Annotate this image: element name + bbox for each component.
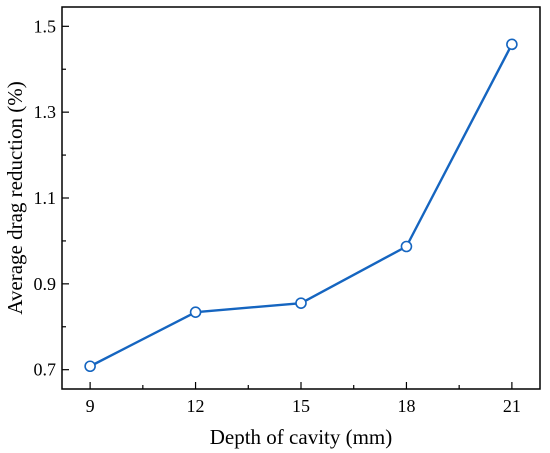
chart-axes	[61, 6, 541, 390]
data-point-marker	[84, 360, 96, 373]
series-line	[88, 43, 514, 368]
chart-ticks	[62, 25, 513, 389]
y-tick-label: 0.9	[34, 274, 57, 294]
y-tick-label: 0.7	[34, 360, 57, 380]
x-tick-label: 18	[397, 396, 415, 416]
data-point-marker	[506, 38, 518, 51]
data-point-marker	[400, 240, 413, 253]
data-point-marker	[189, 306, 202, 318]
chart-series	[84, 38, 518, 373]
chart-tick-labels: 9 12 15 18 21 0.7 0.9 1.1 1.3 1.5	[34, 16, 521, 416]
x-tick-label: 21	[503, 396, 521, 416]
plot-frame	[61, 6, 541, 390]
x-tick-label: 12	[187, 396, 205, 416]
y-axis-title: Average drag reduction (%)	[3, 81, 27, 314]
y-tick-label: 1.5	[34, 16, 57, 36]
y-tick-label: 1.3	[34, 102, 57, 122]
x-tick-label: 9	[86, 396, 95, 416]
data-point-marker	[295, 297, 307, 309]
y-tick-label: 1.1	[34, 188, 57, 208]
x-axis-title: Depth of cavity (mm)	[210, 425, 393, 449]
x-tick-label: 15	[292, 396, 310, 416]
